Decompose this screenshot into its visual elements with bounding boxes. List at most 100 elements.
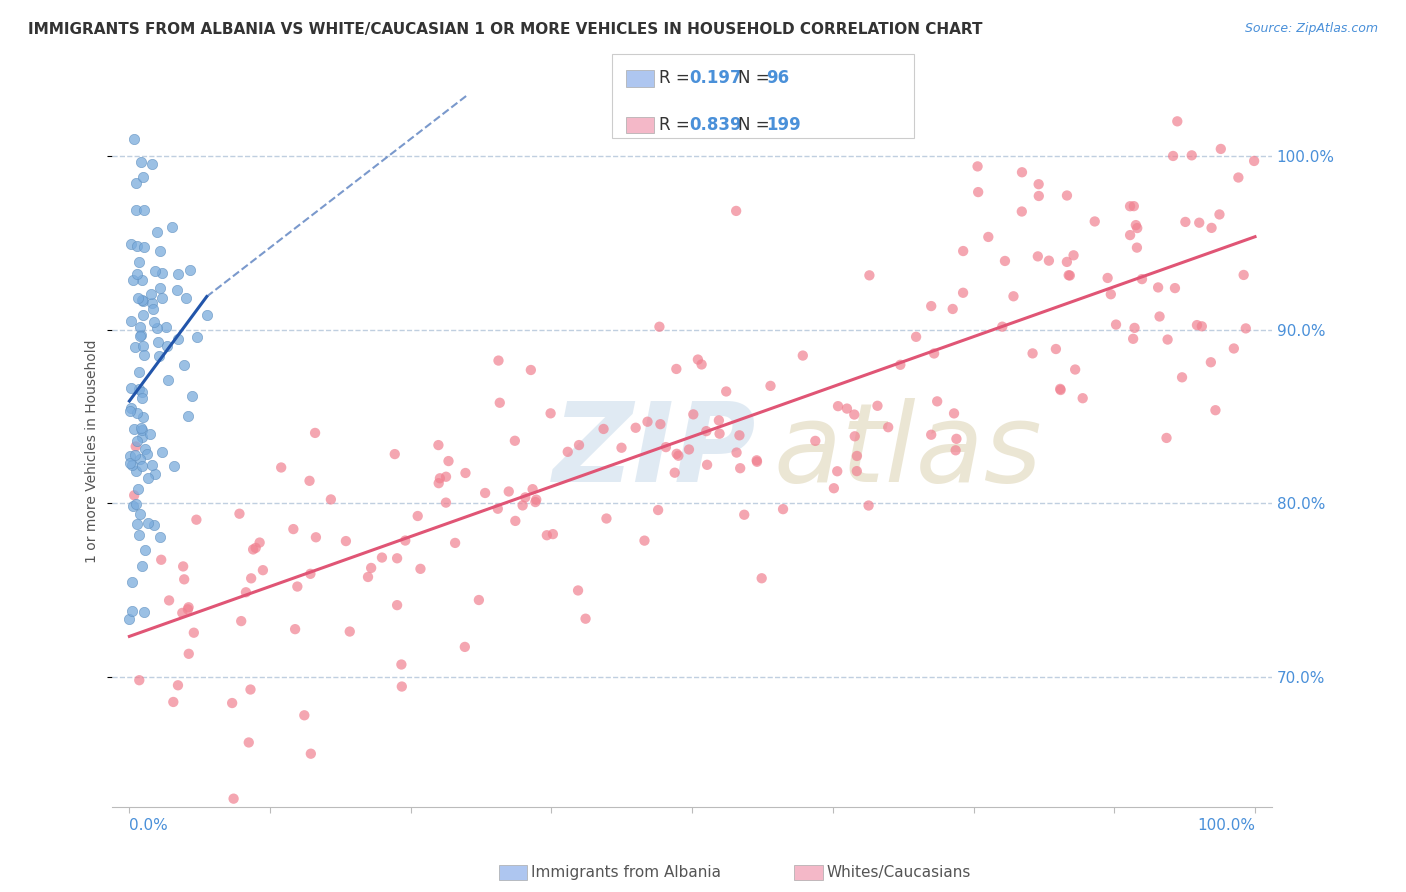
Point — [409, 562, 432, 576]
Point — [835, 401, 858, 416]
Point — [166, 283, 188, 297]
Point — [298, 474, 321, 488]
Point — [384, 447, 406, 461]
Point — [943, 406, 966, 420]
Point — [120, 403, 142, 417]
Point — [148, 349, 170, 363]
Point — [177, 602, 200, 616]
Point — [1011, 204, 1033, 219]
Point — [540, 406, 562, 420]
Point — [1063, 248, 1085, 262]
Point — [966, 160, 988, 174]
Point — [125, 497, 148, 511]
Point — [1164, 281, 1187, 295]
Point — [1038, 253, 1060, 268]
Point — [515, 491, 537, 505]
Point — [128, 254, 150, 268]
Point — [1122, 199, 1144, 213]
Point — [536, 528, 558, 542]
Point — [391, 680, 413, 694]
Point — [503, 434, 526, 448]
Point — [120, 237, 142, 252]
Point — [1156, 333, 1178, 347]
Point — [592, 422, 614, 436]
Point — [339, 624, 361, 639]
Point — [952, 285, 974, 300]
Point — [221, 696, 243, 710]
Point — [498, 484, 520, 499]
Point — [624, 421, 647, 435]
Text: Whites/Caucasians: Whites/Caucasians — [827, 865, 972, 880]
Point — [1045, 342, 1067, 356]
Point — [121, 575, 143, 590]
Point — [1028, 189, 1050, 203]
Point — [127, 239, 149, 253]
Point — [385, 598, 408, 612]
Point — [977, 230, 1000, 244]
Point — [238, 735, 260, 749]
Point — [1174, 215, 1197, 229]
Point — [522, 482, 544, 496]
Point — [299, 566, 322, 581]
Point — [177, 409, 200, 423]
Point — [1188, 216, 1211, 230]
Point — [132, 170, 155, 185]
Point — [134, 442, 156, 456]
Point — [131, 293, 153, 307]
Point — [1191, 319, 1213, 334]
Point — [474, 486, 496, 500]
Point — [125, 516, 148, 531]
Point — [150, 553, 173, 567]
Point — [844, 429, 866, 443]
Point — [121, 604, 143, 618]
Point — [1056, 255, 1078, 269]
Point — [745, 455, 768, 469]
Point — [177, 600, 200, 615]
Point — [1099, 287, 1122, 301]
Point — [725, 203, 748, 218]
Point — [134, 543, 156, 558]
Point — [129, 329, 152, 343]
Point — [155, 319, 177, 334]
Point — [122, 500, 145, 514]
Point — [357, 570, 380, 584]
Text: 0.0%: 0.0% — [129, 818, 169, 833]
Point — [1233, 268, 1256, 282]
Point — [595, 511, 617, 525]
Point — [751, 571, 773, 585]
Point — [1147, 280, 1170, 294]
Point — [132, 409, 155, 424]
Point — [179, 263, 201, 277]
Point — [567, 583, 589, 598]
Point — [468, 593, 491, 607]
Point — [167, 332, 190, 346]
Point — [371, 550, 394, 565]
Point — [655, 440, 678, 454]
Point — [967, 185, 990, 199]
Point — [1028, 178, 1050, 192]
Point — [143, 517, 166, 532]
Point — [650, 417, 672, 432]
Point — [945, 432, 967, 446]
Point — [122, 131, 145, 145]
Point — [135, 447, 157, 461]
Point — [665, 362, 688, 376]
Point — [994, 254, 1017, 268]
Point — [131, 459, 153, 474]
Point — [160, 220, 183, 235]
Point — [845, 464, 868, 478]
Y-axis label: 1 or more Vehicles in Household: 1 or more Vehicles in Household — [86, 340, 100, 563]
Text: 199: 199 — [766, 116, 801, 134]
Point — [733, 508, 755, 522]
Point — [143, 264, 166, 278]
Point — [167, 267, 190, 281]
Point — [1049, 383, 1071, 397]
Point — [120, 313, 142, 327]
Point — [129, 451, 152, 466]
Point — [610, 441, 633, 455]
Point — [709, 426, 731, 441]
Point — [991, 319, 1014, 334]
Point — [1126, 241, 1149, 255]
Point — [444, 536, 467, 550]
Point — [1204, 403, 1226, 417]
